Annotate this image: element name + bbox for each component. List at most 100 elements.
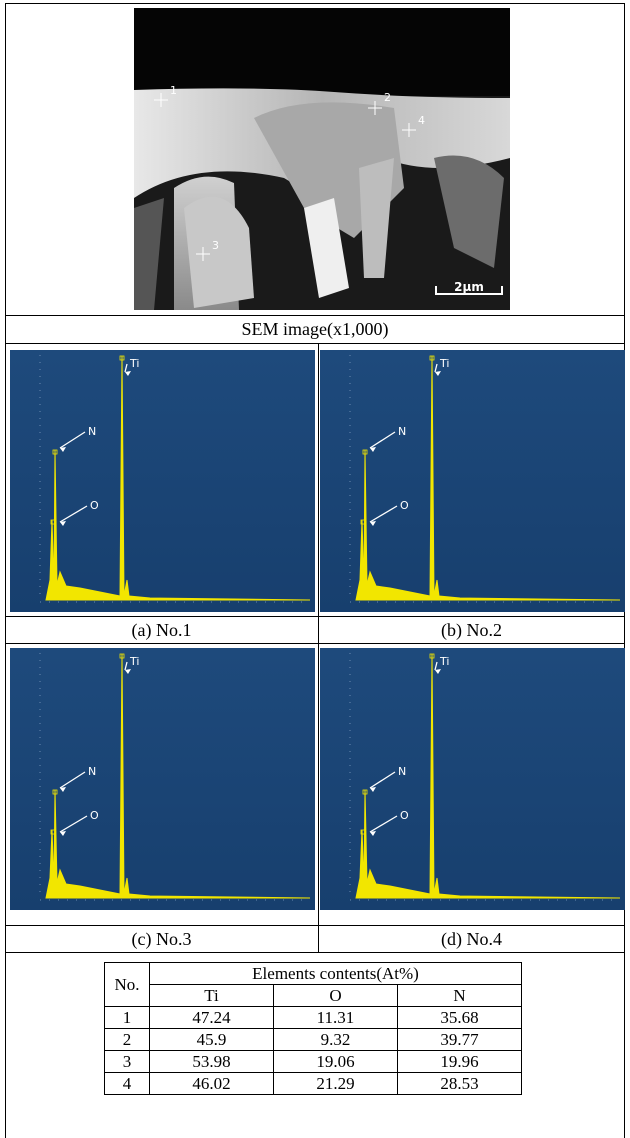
peak-marker — [362, 789, 368, 795]
table-cell: 47.24 — [149, 1006, 274, 1029]
arrow — [434, 661, 438, 671]
table-cell: 45.9 — [149, 1028, 274, 1051]
peak-marker — [429, 355, 435, 361]
header-cell: N — [396, 984, 523, 1007]
peak-label: Ti — [439, 655, 449, 668]
caption: SEM image(x1,000) — [241, 319, 389, 339]
peak-label: N — [88, 425, 96, 438]
point-label: 3 — [212, 239, 219, 252]
arrowhead — [125, 371, 131, 376]
arrow — [369, 431, 396, 449]
point-label: 2 — [384, 91, 391, 104]
divider — [5, 616, 625, 617]
point-label: 1 — [170, 84, 177, 97]
table-cell: 53.98 — [149, 1050, 274, 1073]
caption: (d) No.4 — [441, 929, 502, 949]
table-row: 1 47.24 11.31 35.68 — [104, 1006, 523, 1029]
peak-label: O — [90, 809, 99, 822]
table-row: 2 45.9 9.32 39.77 — [104, 1028, 523, 1051]
arrowhead — [370, 831, 376, 836]
table-cell: 19.06 — [272, 1050, 398, 1073]
arrowhead — [60, 787, 66, 792]
arrow — [124, 363, 128, 373]
spectrum-trace — [45, 653, 311, 899]
caption: (c) No.3 — [131, 929, 192, 949]
sem-image: 1 2 3 4 2μm — [134, 8, 510, 310]
spectrum: Ti N O — [320, 648, 625, 910]
arrowhead — [435, 669, 441, 674]
header-cell: No. — [104, 962, 150, 1007]
arrowhead — [60, 521, 66, 526]
table-cell: 39.77 — [396, 1028, 523, 1051]
peak-marker — [362, 449, 368, 455]
header-cell: Ti — [149, 984, 274, 1007]
divider — [5, 952, 625, 953]
table-cell: 2 — [104, 1028, 150, 1051]
peak-marker — [50, 519, 56, 525]
peak-marker — [52, 789, 58, 795]
caption: (a) No.1 — [131, 620, 192, 640]
divider — [5, 643, 625, 644]
caption: (b) No.2 — [441, 620, 502, 640]
arrow — [124, 661, 128, 671]
arrow — [59, 431, 86, 449]
table-cell: 3 — [104, 1050, 150, 1073]
peak-marker — [52, 449, 58, 455]
arrowhead — [370, 521, 376, 526]
table-row: 3 53.98 19.06 19.96 — [104, 1050, 523, 1073]
peak-label: Ti — [129, 357, 139, 370]
table-cell: 35.68 — [396, 1006, 523, 1029]
spectrum: Ti N O — [10, 648, 315, 910]
arrowhead — [370, 787, 376, 792]
arrowhead — [435, 371, 441, 376]
spectrum-trace — [355, 355, 621, 601]
arrow — [369, 815, 398, 833]
spectrum-bg — [10, 648, 315, 910]
peak-label: O — [400, 499, 409, 512]
header-cell: O — [272, 984, 398, 1007]
peak-label: Ti — [129, 655, 139, 668]
divider — [318, 343, 319, 952]
divider — [5, 925, 625, 926]
peak-label: N — [398, 765, 406, 778]
spectrum-bg — [320, 648, 625, 910]
arrowhead — [125, 669, 131, 674]
divider — [5, 315, 625, 316]
divider — [5, 343, 625, 344]
scale-bar: 2μm — [454, 280, 484, 294]
table-cell: 1 — [104, 1006, 150, 1029]
arrowhead — [60, 831, 66, 836]
peak-label: Ti — [439, 357, 449, 370]
peak-label: O — [90, 499, 99, 512]
table-cell: 21.29 — [272, 1072, 398, 1095]
arrowhead — [60, 447, 66, 452]
peak-marker — [119, 355, 125, 361]
table-cell: 28.53 — [396, 1072, 523, 1095]
spectrum-trace — [355, 653, 621, 899]
table-cell: 19.96 — [396, 1050, 523, 1073]
spectrum: Ti N O — [320, 350, 625, 612]
peak-marker — [50, 829, 56, 835]
table-cell: 11.31 — [272, 1006, 398, 1029]
peak-marker — [360, 519, 366, 525]
arrow — [369, 505, 398, 523]
arrow — [369, 771, 396, 789]
peak-marker — [429, 653, 435, 659]
peak-label: N — [88, 765, 96, 778]
header-cell: Elements contents(At%) — [149, 962, 522, 985]
arrow — [59, 505, 88, 523]
table-row: 4 46.02 21.29 28.53 — [104, 1072, 523, 1095]
spectrum: Ti N O — [10, 350, 315, 612]
point-label: 4 — [418, 114, 425, 127]
table-cell: 46.02 — [149, 1072, 274, 1095]
arrowhead — [370, 447, 376, 452]
spectrum-bg — [10, 350, 315, 612]
table-cell: 4 — [104, 1072, 150, 1095]
spectrum-bg — [320, 350, 625, 612]
peak-label: O — [400, 809, 409, 822]
spectrum-trace — [45, 355, 311, 601]
peak-marker — [119, 653, 125, 659]
arrow — [59, 771, 86, 789]
arrow — [59, 815, 88, 833]
